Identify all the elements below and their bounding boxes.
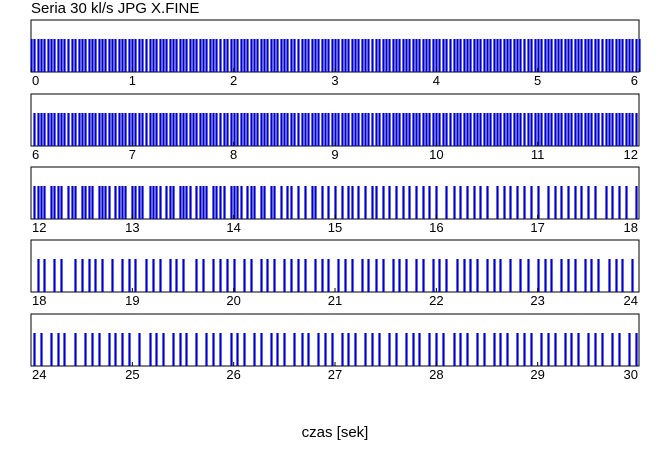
row-3-tick-label-4: 22 [429, 293, 443, 308]
row-3-tick-label-6: 24 [624, 293, 638, 308]
row-0-tick-label-5: 5 [534, 73, 541, 88]
row-0-tick-label-0: 0 [32, 73, 39, 88]
row-1-tick-label-1: 7 [129, 147, 136, 162]
row-3-tick-label-1: 19 [125, 293, 139, 308]
row-3-tick-label-3: 21 [328, 293, 342, 308]
row-0-tick-label-6: 6 [631, 73, 638, 88]
row-3-tick-label-0: 18 [32, 293, 46, 308]
row-2-tick-label-6: 18 [624, 220, 638, 235]
row-4-tick-label-1: 25 [125, 367, 139, 382]
row-0-tick-label-1: 1 [129, 73, 136, 88]
row-4-tick-label-2: 26 [226, 367, 240, 382]
row-3-tick-label-2: 20 [226, 293, 240, 308]
row-4-tick-label-4: 28 [429, 367, 443, 382]
row-4-tick-label-6: 30 [624, 367, 638, 382]
row-2-tick-label-3: 15 [328, 220, 342, 235]
row-1-tick-label-0: 6 [32, 147, 39, 162]
x-axis-label: czas [sek] [301, 424, 369, 441]
row-0-tick-label-3: 3 [331, 73, 338, 88]
row-1-tick-label-6: 12 [624, 147, 638, 162]
row-2-tick-label-5: 17 [530, 220, 544, 235]
row-3-tick-label-5: 23 [530, 293, 544, 308]
row-2-tick-label-2: 14 [226, 220, 240, 235]
chart-title: Seria 30 kl/s JPG X.FINE [31, 0, 200, 17]
row-4-tick-label-0: 24 [32, 367, 46, 382]
row-0-tick-label-4: 4 [433, 73, 440, 88]
row-1-tick-label-3: 9 [331, 147, 338, 162]
row-2-tick-label-4: 16 [429, 220, 443, 235]
row-1-tick-label-4: 10 [429, 147, 443, 162]
row-1-tick-label-5: 11 [531, 147, 545, 162]
row-2-tick-label-0: 12 [32, 220, 46, 235]
row-4-tick-label-3: 27 [328, 367, 342, 382]
row-4-tick-label-5: 29 [530, 367, 544, 382]
row-0-tick-label-2: 2 [230, 73, 237, 88]
row-1-tick-label-2: 8 [230, 147, 237, 162]
row-2-tick-label-1: 13 [125, 220, 139, 235]
